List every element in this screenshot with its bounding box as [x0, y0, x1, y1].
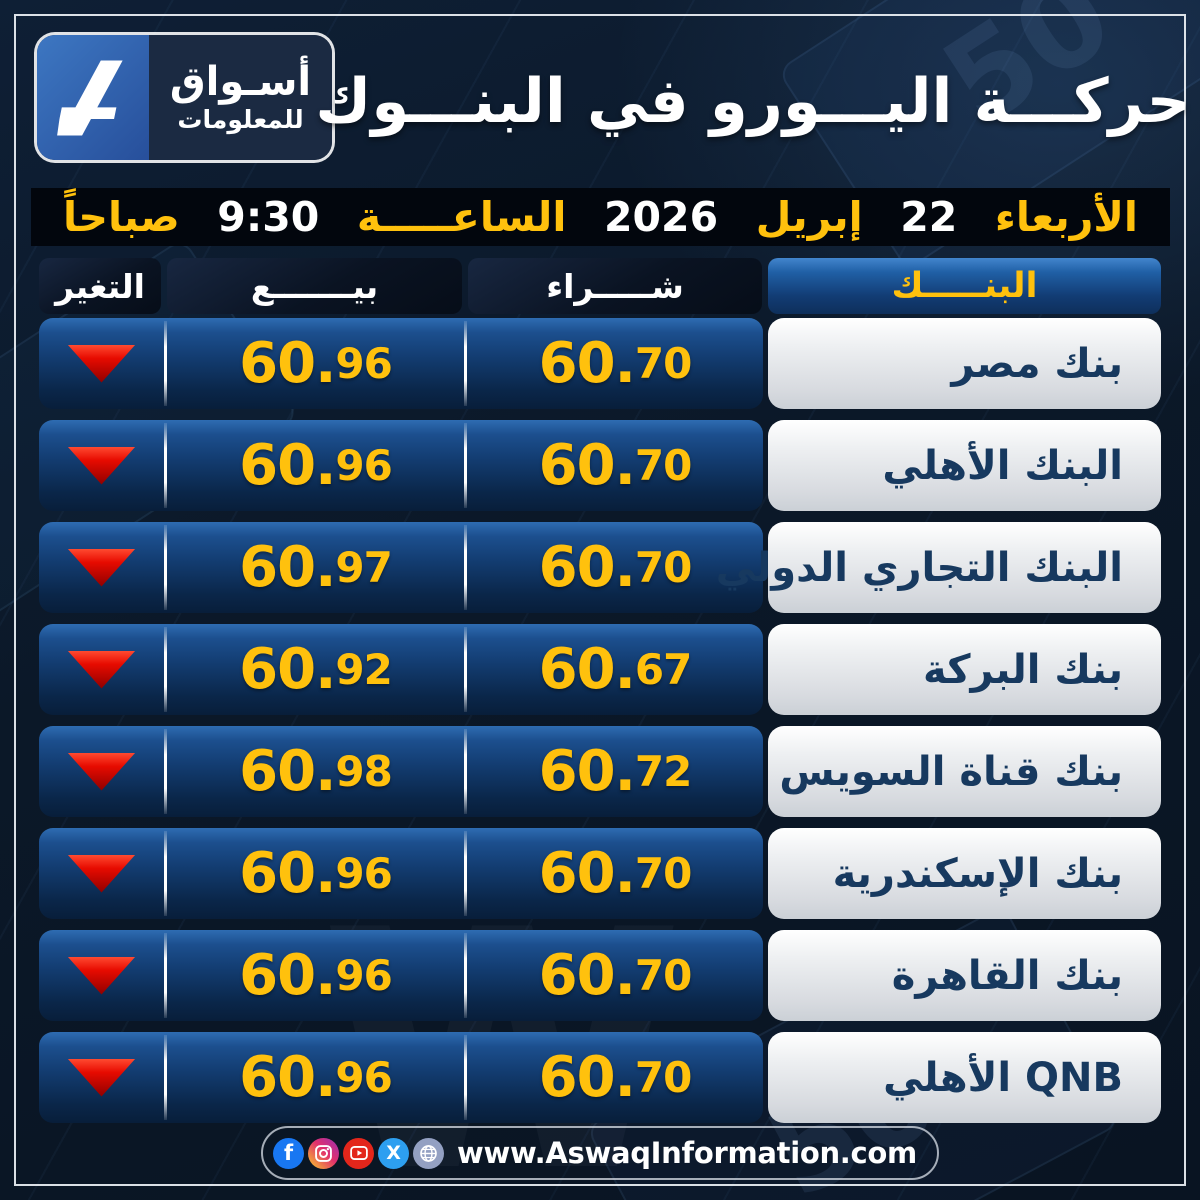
bank-name: بنك البركة	[768, 624, 1161, 715]
row-values-panel: 60. 96 60. 70	[39, 1032, 763, 1123]
sell-value: 60. 96	[239, 943, 393, 1008]
column-divider	[164, 831, 167, 916]
table-row: 60. 97 60. 70 البنك التجاري الدولي	[39, 522, 1163, 613]
row-values-panel: 60. 96 60. 70	[39, 828, 763, 919]
change-cell	[39, 1032, 164, 1123]
change-cell	[39, 624, 164, 715]
column-divider	[164, 933, 167, 1018]
column-divider	[464, 831, 467, 916]
bank-name: بنك الإسكندرية	[768, 828, 1161, 919]
sell-value: 60. 97	[239, 535, 393, 600]
table-row: 60. 96 60. 70 QNB الأهلي	[39, 1032, 1163, 1123]
table-row: 60. 92 60. 67 بنك البركة	[39, 624, 1163, 715]
bank-name: البنك التجاري الدولي	[716, 522, 1161, 613]
down-arrow-icon	[67, 446, 136, 485]
column-divider	[464, 423, 467, 508]
brand-name: أسـواق	[169, 59, 312, 105]
sell-value: 60. 96	[239, 433, 393, 498]
column-header-change: التغير	[39, 258, 161, 314]
sell-value: 60. 96	[239, 841, 393, 906]
down-arrow-icon	[67, 752, 136, 791]
buy-value: 60. 67	[538, 637, 693, 702]
sell-value: 60. 96	[239, 1045, 393, 1110]
bank-name: بنك القاهرة	[768, 930, 1161, 1021]
x-icon[interactable]: X	[378, 1137, 410, 1169]
column-divider	[164, 627, 167, 712]
down-arrow-icon	[67, 956, 136, 995]
date-time-bar: الأربعاء 22 إبريل 2026 الساعـــــة 9:30 …	[31, 188, 1170, 246]
time-value: 9:30	[217, 193, 320, 241]
column-divider	[464, 525, 467, 610]
column-divider	[464, 729, 467, 814]
column-header-bank: البنـــــك	[768, 258, 1161, 314]
down-arrow-icon	[67, 854, 136, 893]
bank-name: QNB الأهلي	[768, 1032, 1161, 1123]
table-row: 60. 96 60. 70 بنك الإسكندرية	[39, 828, 1163, 919]
table-row: 60. 96 60. 70 البنك الأهلي	[39, 420, 1163, 511]
website-pill: f X www.AswaqInformation.com	[261, 1126, 939, 1180]
column-divider	[464, 627, 467, 712]
buy-value: 60. 70	[538, 841, 693, 906]
column-divider	[164, 423, 167, 508]
aswaq-logo-wordmark: أسـواق للمعلومات	[149, 35, 332, 160]
bank-name: البنك الأهلي	[768, 420, 1161, 511]
page-title: حركـــة اليـــورو في البنـــوك	[315, 65, 1191, 137]
buy-value: 60. 72	[538, 739, 693, 804]
column-divider	[164, 525, 167, 610]
column-divider	[164, 321, 167, 406]
period-label: صباحاً	[63, 193, 180, 241]
down-arrow-icon	[67, 1058, 136, 1097]
buy-value: 60. 70	[538, 535, 693, 600]
buy-value: 60. 70	[538, 433, 693, 498]
column-divider	[464, 933, 467, 1018]
down-arrow-icon	[67, 344, 136, 383]
footer: f X www.AswaqInformation.com	[0, 1126, 1200, 1180]
buy-value: 60. 70	[538, 943, 693, 1008]
column-divider	[164, 729, 167, 814]
globe-icon[interactable]	[413, 1137, 445, 1169]
bank-name: بنك قناة السويس	[768, 726, 1161, 817]
facebook-icon[interactable]: f	[273, 1137, 305, 1169]
column-divider	[164, 1035, 167, 1120]
month-label: إبريل	[755, 193, 863, 241]
sell-value: 60. 96	[239, 331, 393, 396]
table-row: 60. 96 60. 70 بنك القاهرة	[39, 930, 1163, 1021]
row-values-panel: 60. 96 60. 70	[39, 318, 763, 409]
sell-value: 60. 92	[239, 637, 393, 702]
change-cell	[39, 930, 164, 1021]
row-values-panel: 60. 98 60. 72	[39, 726, 763, 817]
youtube-icon[interactable]	[343, 1137, 375, 1169]
buy-value: 60. 70	[538, 331, 693, 396]
weekday-label: الأربعاء	[994, 193, 1138, 241]
down-arrow-icon	[67, 548, 136, 587]
row-values-panel: 60. 96 60. 70	[39, 930, 763, 1021]
row-values-panel: 60. 96 60. 70	[39, 420, 763, 511]
hour-label: الساعـــــة	[356, 193, 567, 241]
year-number: 2026	[603, 193, 719, 241]
bank-name: بنك مصر	[768, 318, 1161, 409]
change-cell	[39, 828, 164, 919]
change-cell	[39, 318, 164, 409]
table-row: 60. 96 60. 70 بنك مصر	[39, 318, 1163, 409]
column-header-buy: شـــــراء	[468, 258, 762, 314]
column-divider	[464, 1035, 467, 1120]
down-arrow-icon	[67, 650, 136, 689]
change-cell	[39, 420, 164, 511]
buy-value: 60. 70	[538, 1045, 693, 1110]
website-url[interactable]: www.AswaqInformation.com	[457, 1136, 917, 1170]
instagram-icon[interactable]	[308, 1137, 340, 1169]
day-number: 22	[900, 193, 958, 241]
row-values-panel: 60. 97 60. 70	[39, 522, 763, 613]
change-cell	[39, 726, 164, 817]
brand-subtitle: للمعلومات	[177, 105, 304, 134]
column-divider	[464, 321, 467, 406]
sell-value: 60. 98	[239, 739, 393, 804]
row-values-panel: 60. 92 60. 67	[39, 624, 763, 715]
change-cell	[39, 522, 164, 613]
aswaq-logo: أسـواق للمعلومات	[37, 35, 332, 160]
aswaq-logo-mark-icon	[37, 35, 149, 160]
table-row: 60. 98 60. 72 بنك قناة السويس	[39, 726, 1163, 817]
column-header-sell: بيـــــــع	[167, 258, 462, 314]
